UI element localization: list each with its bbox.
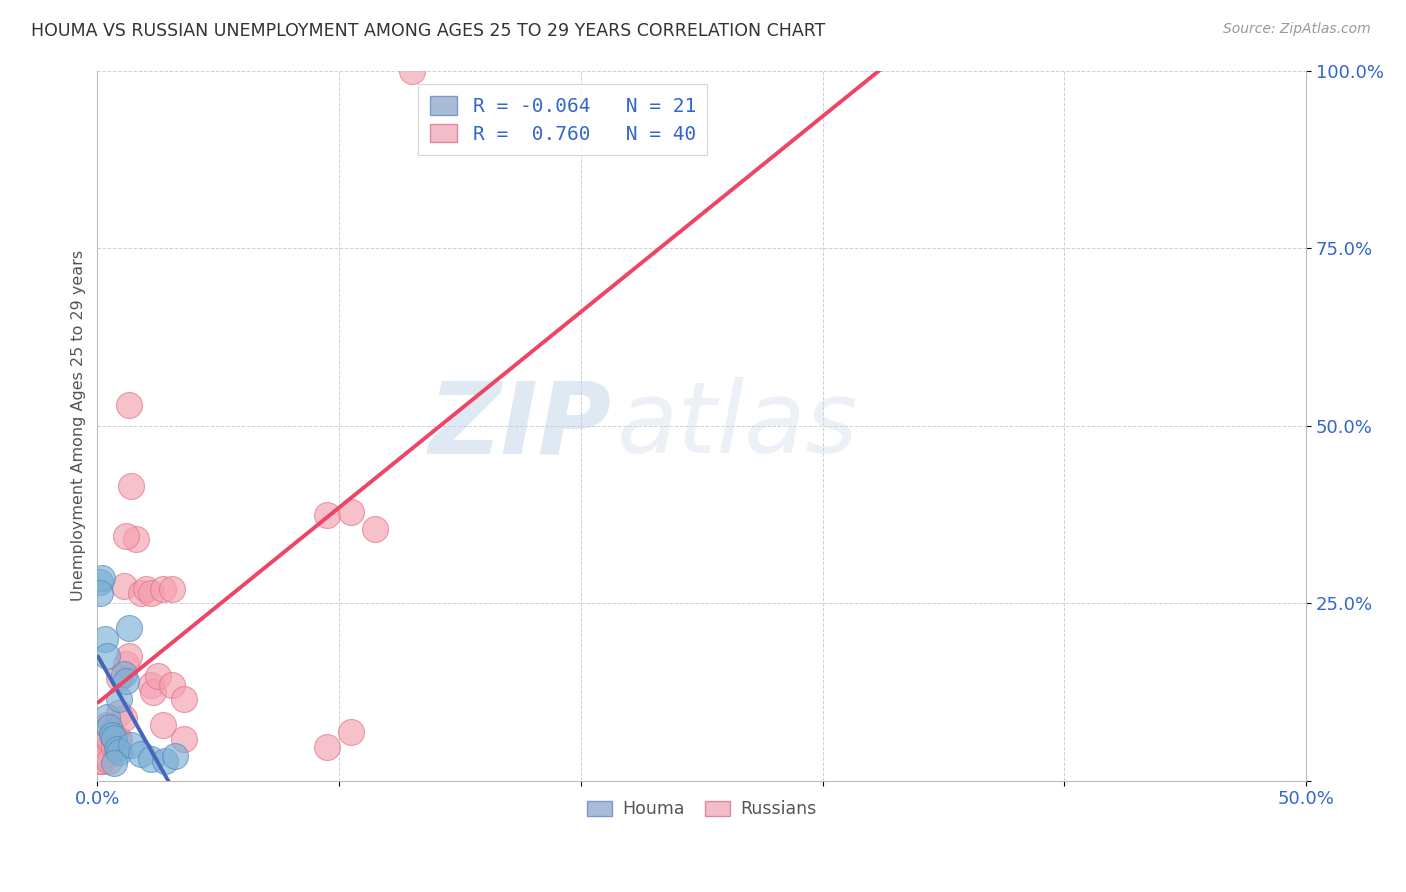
Point	[108, 706, 131, 721]
Point	[146, 668, 169, 682]
Point	[112, 667, 135, 681]
Point	[364, 522, 387, 536]
Point	[118, 621, 141, 635]
Point	[108, 745, 131, 759]
Point	[135, 582, 157, 596]
Point	[98, 754, 121, 768]
Point	[101, 725, 124, 739]
Text: HOUMA VS RUSSIAN UNEMPLOYMENT AMONG AGES 25 TO 29 YEARS CORRELATION CHART: HOUMA VS RUSSIAN UNEMPLOYMENT AMONG AGES…	[31, 22, 825, 40]
Point	[152, 582, 174, 596]
Point	[152, 718, 174, 732]
Point	[120, 738, 142, 752]
Point	[101, 727, 124, 741]
Point	[142, 685, 165, 699]
Point	[98, 721, 121, 735]
Point	[91, 571, 114, 585]
Point	[103, 756, 125, 770]
Point	[89, 574, 111, 589]
Point	[112, 711, 135, 725]
Point	[120, 479, 142, 493]
Point	[89, 747, 111, 761]
Point	[115, 657, 138, 671]
Point	[139, 752, 162, 766]
Point	[139, 585, 162, 599]
Point	[103, 739, 125, 754]
Point	[401, 64, 423, 78]
Point	[316, 508, 339, 522]
Point	[162, 582, 184, 596]
Point	[118, 649, 141, 664]
Point	[96, 649, 118, 664]
Point	[93, 741, 115, 756]
Point	[105, 732, 128, 747]
Point	[129, 585, 152, 599]
Point	[108, 671, 131, 685]
Point	[316, 739, 339, 754]
Point	[153, 754, 176, 768]
Point	[118, 398, 141, 412]
Point	[112, 578, 135, 592]
Point	[115, 529, 138, 543]
Point	[89, 754, 111, 768]
Point	[173, 692, 195, 706]
Point	[115, 674, 138, 689]
Point	[108, 732, 131, 747]
Point	[96, 718, 118, 732]
Point	[96, 747, 118, 761]
Y-axis label: Unemployment Among Ages 25 to 29 years: Unemployment Among Ages 25 to 29 years	[72, 251, 86, 601]
Point	[98, 732, 121, 747]
Point	[93, 632, 115, 646]
Point	[103, 731, 125, 745]
Point	[139, 678, 162, 692]
Point	[105, 741, 128, 756]
Text: atlas: atlas	[617, 377, 859, 475]
Point	[125, 533, 148, 547]
Point	[91, 754, 114, 768]
Point	[163, 748, 186, 763]
Point	[129, 747, 152, 761]
Point	[96, 710, 118, 724]
Point	[340, 505, 363, 519]
Point	[89, 585, 111, 599]
Point	[162, 678, 184, 692]
Point	[340, 725, 363, 739]
Legend: Houma, Russians: Houma, Russians	[581, 793, 824, 825]
Point	[173, 732, 195, 747]
Text: Source: ZipAtlas.com: Source: ZipAtlas.com	[1223, 22, 1371, 37]
Point	[108, 692, 131, 706]
Text: ZIP: ZIP	[429, 377, 612, 475]
